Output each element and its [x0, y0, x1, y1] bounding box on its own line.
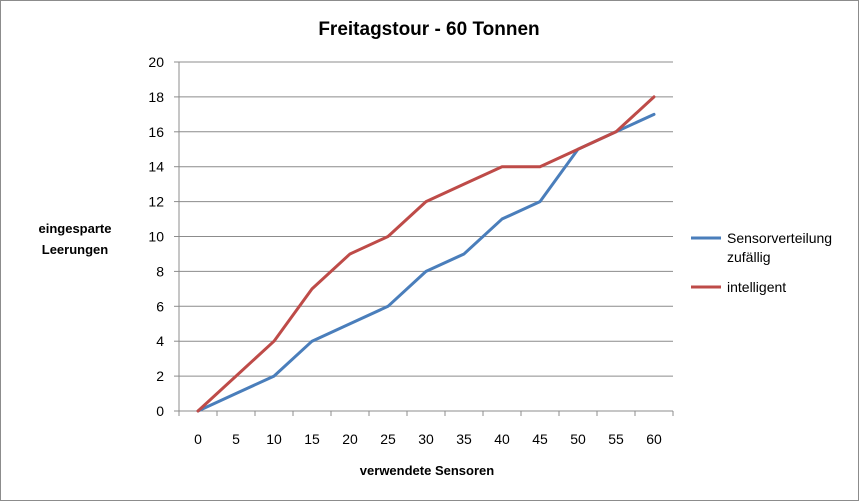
x-tick-label-5: 5 [232, 431, 240, 447]
x-tick-label-15: 15 [304, 431, 320, 447]
legend: Sensorverteilung zufällig intelligent [691, 230, 832, 295]
x-tick-label-50: 50 [570, 431, 586, 447]
x-tick-label-10: 10 [266, 431, 282, 447]
y-tick-label-20: 20 [148, 54, 164, 70]
series-lines [196, 95, 656, 413]
x-tick-label-25: 25 [380, 431, 396, 447]
x-tick-label-35: 35 [456, 431, 472, 447]
series-line-1 [196, 112, 656, 413]
legend-label-series-1-line-1: Sensorverteilung [727, 230, 832, 246]
y-tick-label-14: 14 [148, 159, 164, 175]
y-tick-label-2: 2 [156, 368, 164, 384]
y-tick-label-8: 8 [156, 263, 164, 279]
y-tick-label-18: 18 [148, 89, 164, 105]
x-tick-label-0: 0 [194, 431, 202, 447]
legend-label-series-2: intelligent [727, 279, 786, 295]
x-tick-label-30: 30 [418, 431, 434, 447]
y-axis-label-line-2: Leerungen [42, 242, 109, 257]
y-axis-label-line-1: eingesparte [39, 221, 112, 236]
x-tick-label-40: 40 [494, 431, 510, 447]
x-tick-label-55: 55 [608, 431, 624, 447]
x-tick-label-45: 45 [532, 431, 548, 447]
y-tick-label-0: 0 [156, 403, 164, 419]
y-tick-labels: 0 2 4 6 8 10 12 14 16 18 20 [148, 54, 164, 419]
y-tick-label-6: 6 [156, 298, 164, 314]
series-line-2 [196, 95, 656, 413]
y-tick-label-10: 10 [148, 229, 164, 245]
x-tick-label-20: 20 [342, 431, 358, 447]
x-axis-label: verwendete Sensoren [360, 463, 494, 478]
y-tick-label-4: 4 [156, 333, 164, 349]
axes [174, 61, 674, 416]
x-tick-label-60: 60 [646, 431, 662, 447]
y-tick-label-12: 12 [148, 194, 164, 210]
gridlines [179, 61, 673, 377]
legend-label-series-1-line-2: zufällig [727, 249, 771, 265]
y-tick-label-16: 16 [148, 124, 164, 140]
chart-title: Freitagstour - 60 Tonnen [318, 19, 539, 40]
x-tick-labels: 0 5 10 15 20 25 30 35 40 45 50 55 60 [194, 431, 662, 447]
